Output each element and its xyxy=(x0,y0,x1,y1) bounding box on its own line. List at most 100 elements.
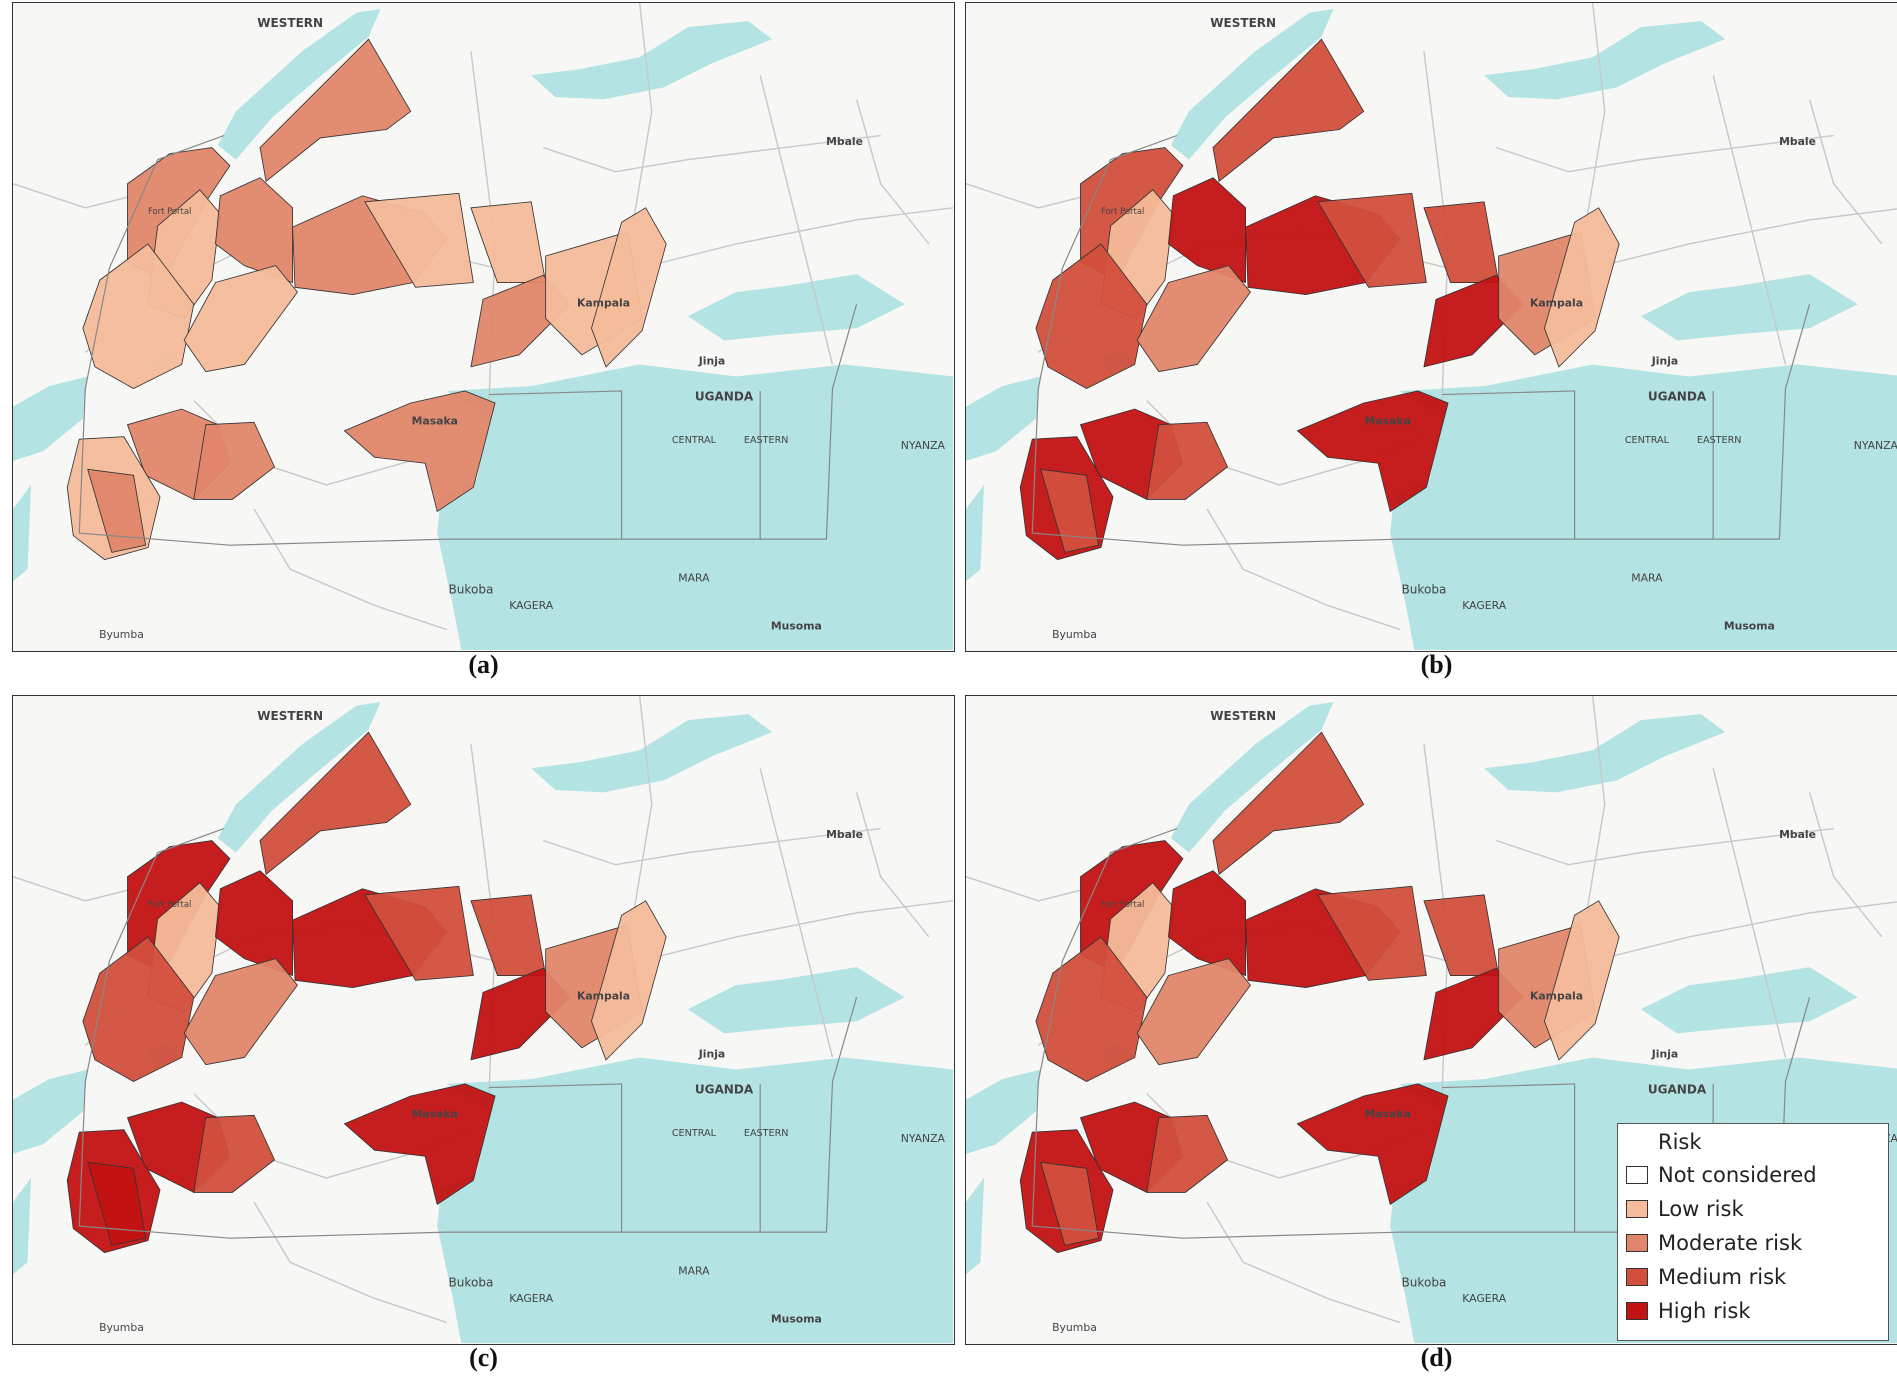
district xyxy=(183,265,298,373)
lake xyxy=(437,1057,953,1343)
place-label: Byumba xyxy=(99,1321,144,1334)
lake xyxy=(531,714,773,793)
road xyxy=(759,768,834,1058)
place-label: Byumba xyxy=(1052,628,1097,641)
place-label: Masaka xyxy=(1365,1108,1411,1121)
district xyxy=(343,1083,496,1206)
place-label: Bukoba xyxy=(449,1275,494,1289)
lake xyxy=(531,21,773,100)
lake xyxy=(1640,274,1858,341)
district xyxy=(1168,177,1247,284)
road xyxy=(1585,696,1606,913)
district xyxy=(343,390,496,513)
panel-label: (b) xyxy=(1420,650,1453,679)
district xyxy=(1423,201,1500,283)
panel-label: (d) xyxy=(1420,1343,1453,1372)
place-label: Jinja xyxy=(698,1047,725,1060)
place-label: Musoma xyxy=(771,1313,822,1326)
road xyxy=(1206,1201,1401,1324)
district xyxy=(470,274,571,368)
district xyxy=(1544,207,1620,368)
road xyxy=(13,876,134,902)
place-label: Mbale xyxy=(1779,828,1816,841)
lake xyxy=(13,484,32,582)
border xyxy=(1031,304,1811,546)
district xyxy=(1040,468,1100,553)
place-label: Masaka xyxy=(1365,415,1411,428)
road xyxy=(632,696,653,913)
place-label: WESTERN xyxy=(1210,16,1276,30)
border xyxy=(1442,390,1576,540)
legend: Risk Not considered Low risk Moderate risk… xyxy=(1617,1123,1889,1341)
legend-swatch xyxy=(1626,1234,1648,1252)
lake xyxy=(1170,9,1334,160)
lake xyxy=(437,364,953,650)
place-label: Bukoba xyxy=(449,582,494,596)
place-label: Kampala xyxy=(577,297,630,310)
border xyxy=(489,1083,623,1233)
panel-label: (a) xyxy=(468,650,499,679)
map: WESTERN Kampala Masaka UGANDA CENTRAL EASTERN… xyxy=(13,3,953,650)
district xyxy=(1423,894,1500,976)
place-label: Byumba xyxy=(1052,1321,1097,1334)
place-label: KAGERA xyxy=(1462,1292,1506,1305)
district xyxy=(1423,967,1524,1061)
place-label: KAGERA xyxy=(509,1292,553,1305)
district xyxy=(87,468,147,553)
place-label: NYANZA xyxy=(901,439,946,452)
map-panel: WESTERN Kampala Masaka UGANDA CENTRAL EASTERN… xyxy=(965,2,1897,652)
district xyxy=(470,894,547,976)
road xyxy=(966,876,1087,902)
road xyxy=(1496,827,1834,866)
road xyxy=(543,134,881,173)
place-label: NYANZA xyxy=(1854,439,1897,452)
district xyxy=(470,201,547,283)
border xyxy=(78,997,858,1239)
district xyxy=(1146,1114,1229,1193)
place-label: EASTERN xyxy=(744,435,789,446)
place-label: WESTERN xyxy=(257,16,323,30)
lake xyxy=(217,702,381,853)
place-label: UGANDA xyxy=(1648,1083,1707,1097)
panel-label: (c) xyxy=(469,1343,498,1372)
place-label: EASTERN xyxy=(744,1128,789,1139)
border xyxy=(1037,827,1178,1082)
district xyxy=(1168,870,1247,977)
place-label: Kampala xyxy=(577,990,630,1003)
road xyxy=(13,183,134,209)
border xyxy=(1442,1083,1576,1233)
legend-swatch xyxy=(1626,1268,1648,1286)
road xyxy=(1808,792,1883,938)
place-label: Jinja xyxy=(1651,354,1678,367)
district xyxy=(215,177,294,284)
place-label: MARA xyxy=(678,1264,710,1277)
district xyxy=(1146,421,1229,500)
district xyxy=(1317,885,1427,981)
border xyxy=(84,827,225,1082)
lake xyxy=(217,9,381,160)
district xyxy=(1035,936,1148,1083)
place-label: CENTRAL xyxy=(672,1128,717,1139)
place-label: Masaka xyxy=(412,415,458,428)
district xyxy=(1317,192,1427,288)
district xyxy=(470,967,571,1061)
place-label: Mbale xyxy=(826,135,863,148)
legend-item: Low risk xyxy=(1626,1196,1744,1222)
place-label: Byumba xyxy=(99,628,144,641)
place-label: Kampala xyxy=(1530,990,1583,1003)
place-label: MARA xyxy=(1631,571,1663,584)
border xyxy=(1037,134,1178,389)
border xyxy=(1031,997,1811,1239)
place-label: CENTRAL xyxy=(672,435,717,446)
place-label: MARA xyxy=(678,571,710,584)
road xyxy=(253,508,448,631)
place-label: Kampala xyxy=(1530,297,1583,310)
district xyxy=(1212,731,1365,876)
district xyxy=(259,731,412,876)
lake xyxy=(13,376,88,461)
lake xyxy=(1484,714,1726,793)
district xyxy=(1296,1083,1449,1206)
place-label: UGANDA xyxy=(695,390,754,404)
lake xyxy=(687,967,905,1034)
place-label: UGANDA xyxy=(1648,390,1707,404)
